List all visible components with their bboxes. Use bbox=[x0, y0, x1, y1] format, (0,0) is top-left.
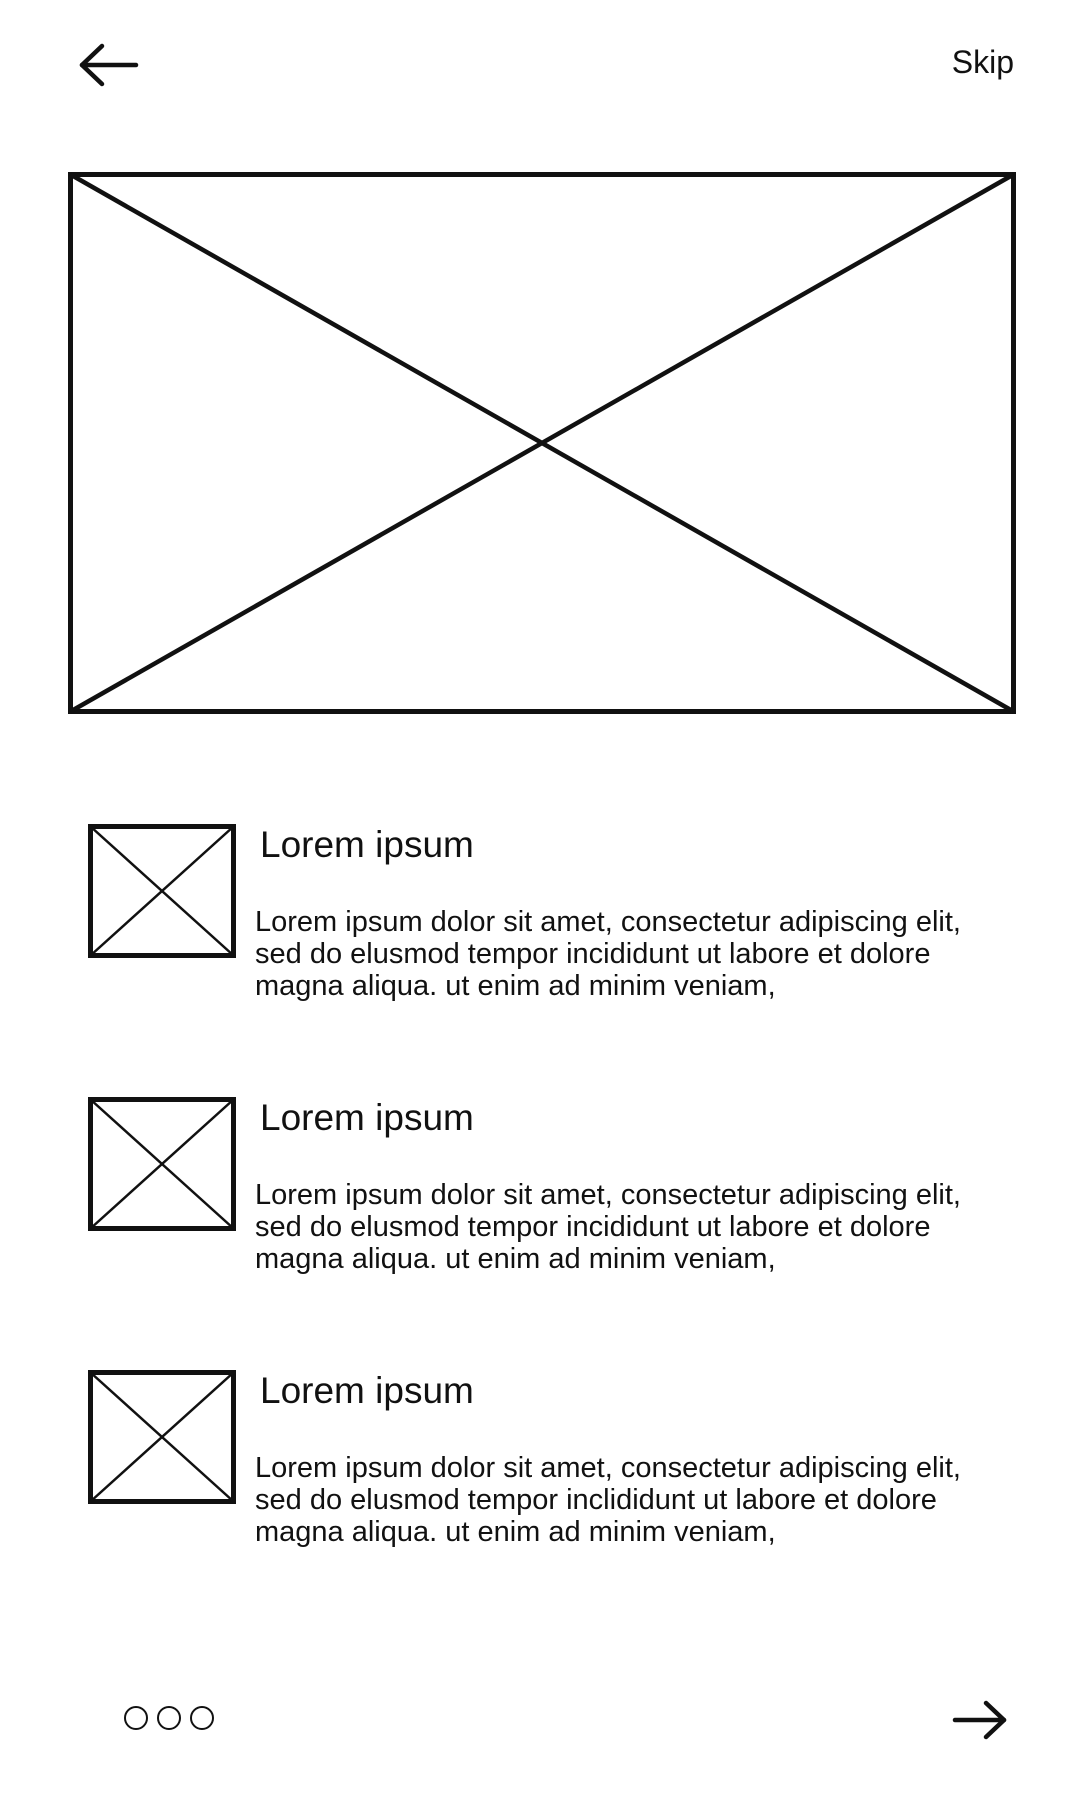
hero-image-placeholder bbox=[68, 172, 1016, 714]
next-button[interactable] bbox=[952, 1700, 1008, 1740]
image-placeholder-icon bbox=[88, 1097, 236, 1231]
feature-item: Lorem ipsum Lorem ipsum dolor sit amet, … bbox=[0, 1370, 1080, 1570]
feature-thumbnail bbox=[88, 1370, 236, 1504]
feature-thumbnail bbox=[88, 1097, 236, 1231]
feature-title: Lorem ipsum bbox=[260, 1097, 474, 1138]
feature-description: Lorem ipsum dolor sit amet, consectetur … bbox=[255, 1179, 961, 1275]
feature-thumbnail bbox=[88, 824, 236, 958]
page-indicator bbox=[124, 1706, 214, 1730]
feature-item: Lorem ipsum Lorem ipsum dolor sit amet, … bbox=[0, 1097, 1080, 1297]
feature-description: Lorem ipsum dolor sit amet, consectetur … bbox=[255, 1452, 961, 1548]
image-placeholder-icon bbox=[88, 1370, 236, 1504]
image-placeholder-icon bbox=[88, 824, 236, 958]
page-dot[interactable] bbox=[190, 1706, 214, 1730]
feature-description: Lorem ipsum dolor sit amet, consectetur … bbox=[255, 906, 961, 1002]
feature-title: Lorem ipsum bbox=[260, 824, 474, 865]
page-dot[interactable] bbox=[157, 1706, 181, 1730]
arrow-left-icon bbox=[79, 43, 139, 87]
feature-title: Lorem ipsum bbox=[260, 1370, 474, 1411]
page-dot[interactable] bbox=[124, 1706, 148, 1730]
back-button[interactable] bbox=[78, 42, 140, 88]
arrow-right-icon bbox=[952, 1700, 1007, 1740]
image-placeholder-icon bbox=[68, 172, 1016, 714]
feature-item: Lorem ipsum Lorem ipsum dolor sit amet, … bbox=[0, 824, 1080, 1024]
skip-button[interactable]: Skip bbox=[951, 44, 1014, 80]
